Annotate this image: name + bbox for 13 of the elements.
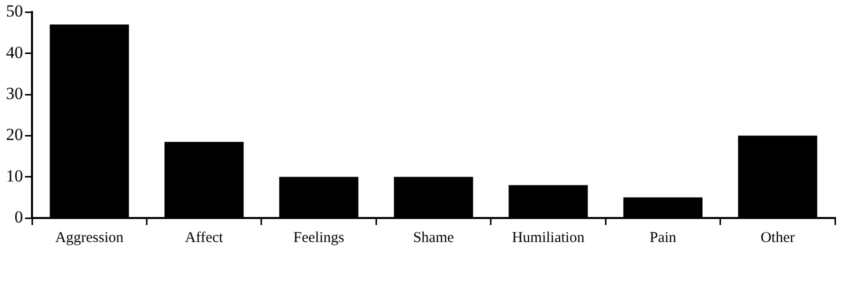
x-tick-label: Pain [650, 230, 677, 246]
x-tick-label: Affect [185, 230, 224, 246]
x-tick-label: Humiliation [512, 230, 585, 246]
x-tick-label: Aggression [55, 230, 124, 246]
y-tick-label: 40 [6, 42, 23, 62]
y-tick-label: 30 [6, 84, 23, 103]
y-tick-label: 50 [6, 2, 23, 21]
y-tick-label: 0 [14, 207, 23, 226]
x-tick-label: Shame [413, 230, 454, 246]
y-tick-label: 10 [6, 166, 23, 186]
x-tick-label: Other [760, 230, 795, 246]
y-tick-label: 20 [6, 125, 23, 144]
x-tick-label: Feelings [293, 230, 344, 246]
